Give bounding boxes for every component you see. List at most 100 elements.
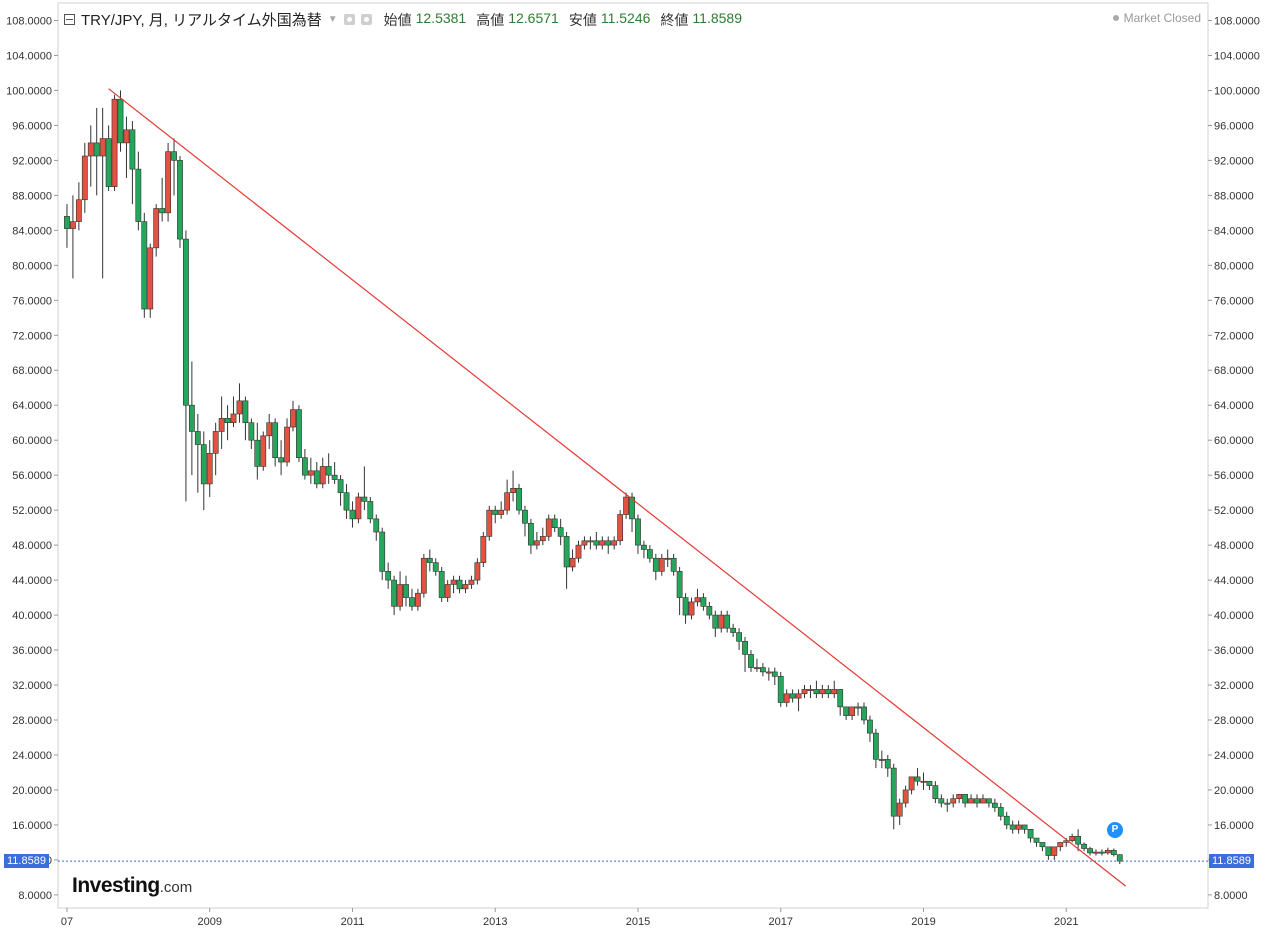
symbol-title[interactable]: TRY/JPY, 月, リアルタイム外国為替	[81, 12, 322, 29]
candle-body	[629, 496, 635, 520]
candle-body	[415, 592, 421, 607]
y-tick-label-right: 52.0000	[1214, 505, 1254, 517]
candle-body	[325, 466, 332, 476]
y-tick-label-left: 56.0000	[12, 470, 52, 482]
candle-body	[70, 221, 76, 229]
candle-body	[480, 536, 487, 563]
candle-body	[236, 400, 243, 415]
logo-suffix: .com	[159, 879, 193, 896]
candle-body	[1033, 837, 1040, 843]
candle-body	[129, 129, 136, 170]
candle-body	[385, 571, 392, 581]
candle-body	[635, 518, 641, 546]
candle-body	[266, 422, 273, 437]
x-tick-label: 2015	[626, 916, 650, 928]
candle-body	[997, 807, 1004, 817]
candle-body	[212, 431, 219, 454]
candle-body	[1039, 842, 1046, 848]
candle-body	[516, 487, 522, 511]
y-tick-label-left: 60.0000	[12, 435, 52, 447]
candle-body	[980, 798, 986, 804]
candle-body	[81, 155, 88, 201]
y-tick-label-left: 92.0000	[12, 155, 52, 167]
candle-body	[920, 780, 927, 783]
candle-body	[1051, 846, 1058, 856]
candle-body	[165, 151, 171, 214]
y-tick-label-right: 60.0000	[1214, 435, 1254, 447]
y-tick-label-right: 88.0000	[1214, 190, 1254, 202]
y-tick-label-right: 76.0000	[1214, 295, 1254, 307]
y-tick-label-right: 68.0000	[1214, 365, 1254, 377]
candle-body	[337, 479, 344, 493]
candle-body	[569, 557, 576, 568]
candle-body	[147, 247, 154, 310]
y-tick-label-left: 8.0000	[18, 890, 52, 902]
ohlc-readout: 始値 12.5381 高値 12.6571 安値 11.5246 終値 11.8589	[384, 10, 748, 30]
y-tick-label-right: 20.0000	[1214, 785, 1254, 797]
candle-body	[986, 798, 992, 804]
candle-body	[759, 667, 766, 673]
logo-brand: Investing	[72, 874, 160, 897]
candle-body	[409, 597, 415, 607]
y-tick-label-right: 64.0000	[1214, 400, 1254, 412]
candle-body	[504, 492, 511, 511]
candle-body	[1003, 815, 1010, 826]
y-tick-label-left: 20.0000	[12, 785, 52, 797]
candle-body	[1021, 824, 1028, 830]
candle-body	[587, 540, 594, 543]
candle-body	[944, 802, 951, 805]
candle-body	[498, 509, 505, 515]
settings-icon[interactable]	[360, 14, 372, 25]
candle-body	[1081, 843, 1087, 849]
y-tick-label-left: 88.0000	[12, 190, 52, 202]
candle-body	[1027, 829, 1034, 839]
candle-body	[1099, 851, 1105, 854]
candle-body	[872, 732, 879, 760]
candle-body	[950, 798, 957, 804]
candle-body	[93, 142, 100, 157]
candle-body	[403, 584, 409, 598]
chevron-down-icon[interactable]: ▼	[327, 14, 338, 25]
low-value: 11.5246	[600, 9, 651, 26]
candle-body	[462, 584, 469, 590]
candle-body	[290, 409, 296, 428]
candle-body	[1045, 846, 1052, 856]
candle-body	[676, 571, 683, 598]
candle-body	[688, 601, 695, 616]
x-tick-label: 2019	[911, 916, 935, 928]
y-tick-label-right: 108.0000	[1214, 15, 1260, 27]
candle-body	[194, 431, 201, 445]
candle-body	[754, 667, 760, 670]
candle-body	[99, 138, 106, 157]
candle-body	[1104, 849, 1111, 854]
candle-body	[117, 98, 124, 144]
candle-body	[974, 798, 980, 804]
eye-icon[interactable]	[343, 14, 355, 25]
candle-body	[730, 627, 737, 633]
y-tick-label-right: 16.0000	[1214, 820, 1254, 832]
pattern-badge-icon[interactable]: P	[1107, 822, 1123, 838]
candle-body	[301, 457, 308, 476]
candle-body	[296, 409, 302, 458]
y-tick-label-left: 40.0000	[12, 610, 52, 622]
candle-body	[438, 571, 445, 598]
candle-body	[1110, 849, 1117, 855]
candle-body	[825, 689, 832, 695]
candle-body	[539, 536, 546, 542]
candle-body	[349, 509, 356, 520]
candle-body	[188, 404, 195, 432]
y-tick-label-right: 100.0000	[1214, 85, 1260, 97]
candle-body	[968, 798, 974, 804]
candle-body	[1009, 824, 1016, 830]
candle-body	[391, 579, 398, 607]
y-tick-label-right: 92.0000	[1214, 155, 1254, 167]
candle-body	[171, 151, 177, 161]
candle-body	[153, 208, 160, 249]
y-tick-label-left: 32.0000	[12, 680, 52, 692]
candle-body	[789, 693, 796, 699]
candle-body	[641, 544, 647, 550]
candle-body	[105, 138, 112, 187]
collapse-icon[interactable]	[64, 14, 75, 25]
y-tick-label-left: 48.0000	[12, 540, 52, 552]
